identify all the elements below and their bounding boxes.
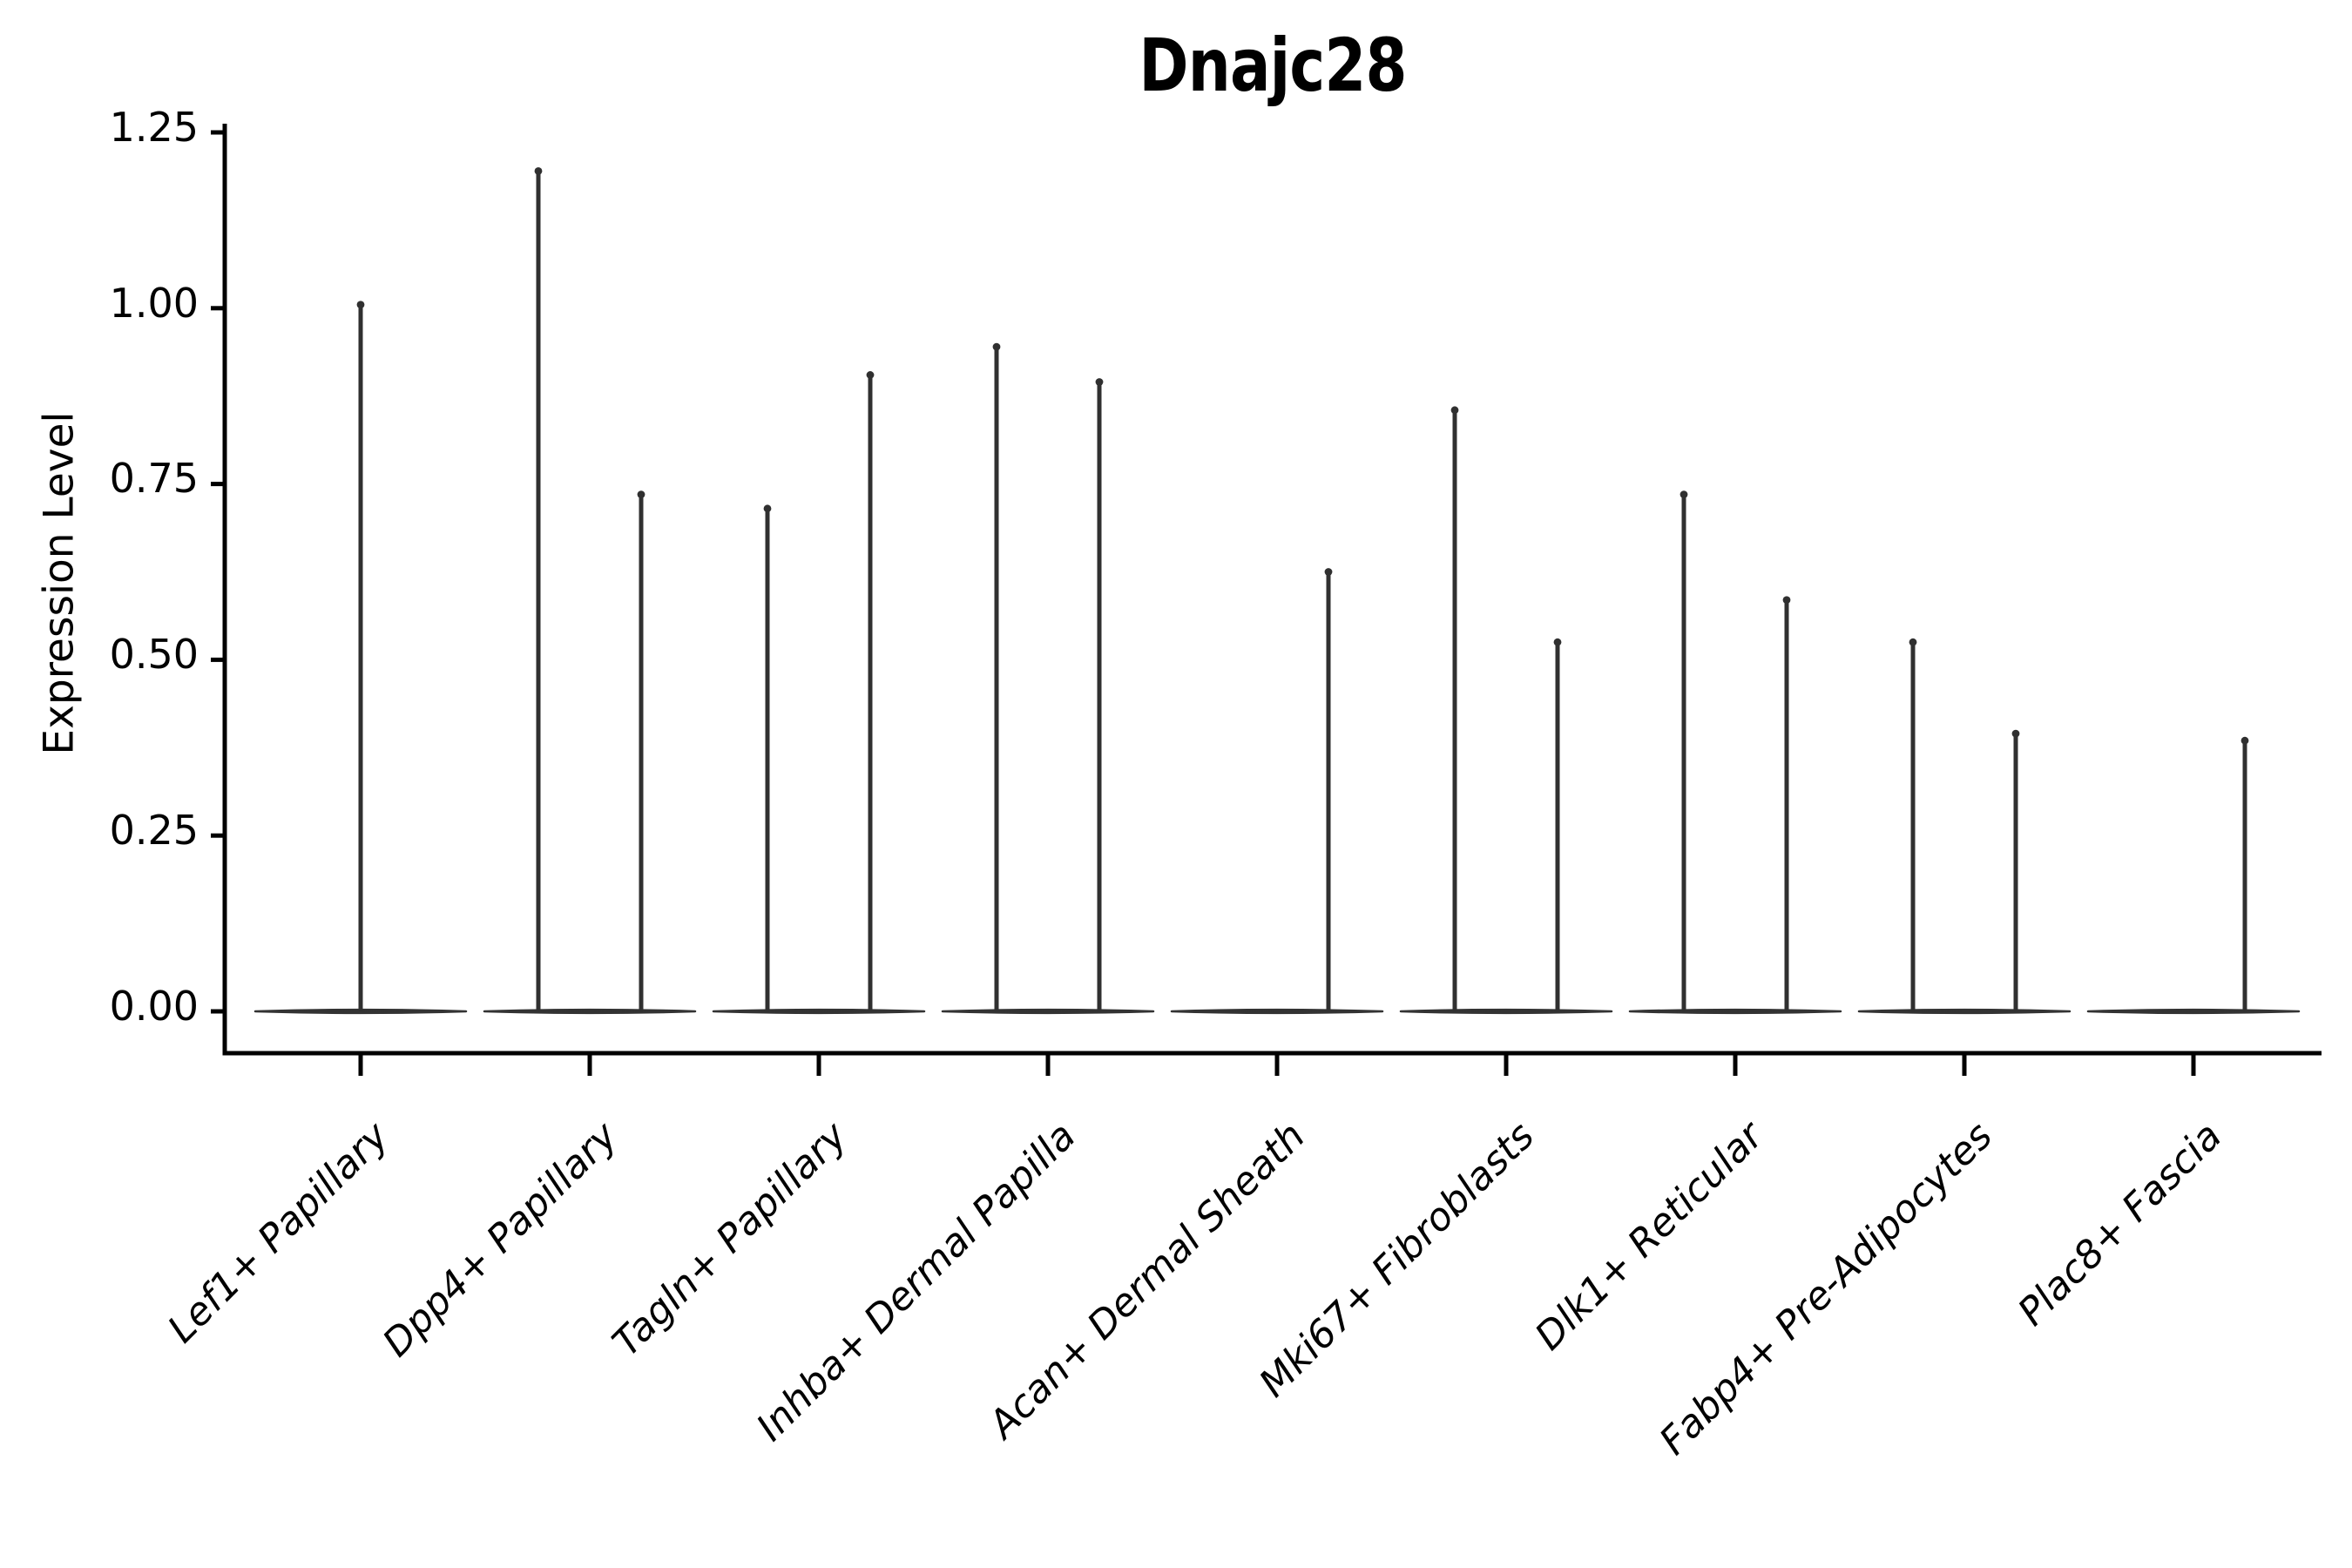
violin-base — [941, 1008, 1155, 1015]
violin-spike-tip — [1680, 490, 1688, 499]
violin-base — [712, 1008, 926, 1015]
violin-spike-tip — [2240, 736, 2249, 745]
violin-base — [483, 1008, 697, 1015]
y-tick-label: 0.50 — [109, 631, 199, 679]
violin-spike-tip — [866, 371, 875, 379]
chart-title: Dnajc28 — [1139, 23, 1407, 108]
y-tick-label: 0.00 — [109, 982, 199, 1030]
violin-spike-tip — [637, 490, 645, 499]
violin-spike-tip — [356, 301, 365, 309]
violin-spike-tip — [1909, 638, 1917, 646]
violin-spike-tip — [763, 504, 772, 513]
y-tick-label: 1.00 — [109, 279, 199, 327]
violin-spike-tip — [1095, 378, 1104, 386]
violin-spike-tip — [2011, 729, 2020, 738]
violin-spike-tip — [1324, 568, 1333, 576]
violin-base — [1170, 1008, 1384, 1015]
violin-spike-tip — [1782, 596, 1791, 605]
violin-base — [2086, 1008, 2301, 1015]
y-tick-label: 1.25 — [109, 103, 199, 151]
y-tick-label: 0.25 — [109, 807, 199, 855]
y-axis-label: Expression Level — [35, 411, 84, 755]
violin-base — [1628, 1008, 1842, 1015]
violin-spike-tip — [1553, 638, 1562, 646]
violin-spike-tip — [992, 342, 1001, 351]
violin-spike-tip — [1450, 406, 1459, 415]
violin-base — [1857, 1008, 2072, 1015]
violin-spike-tip — [534, 166, 543, 175]
violin-base — [1399, 1008, 1613, 1015]
y-tick-label: 0.75 — [109, 455, 199, 503]
